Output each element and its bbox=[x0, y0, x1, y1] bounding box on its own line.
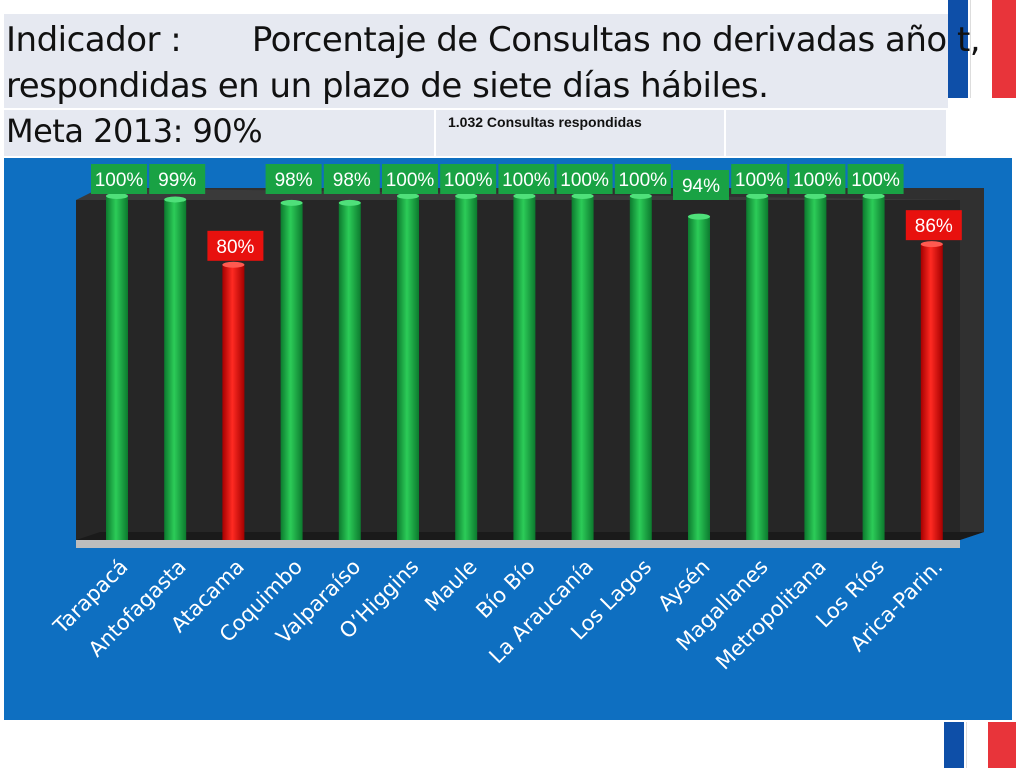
plot-floor-edge bbox=[76, 540, 960, 548]
data-label-6: 100% bbox=[386, 170, 435, 191]
data-label-11: 94% bbox=[682, 176, 720, 197]
title-separator bbox=[4, 108, 948, 110]
data-label-bg-15 bbox=[905, 210, 962, 241]
bar-cap-10 bbox=[629, 193, 652, 199]
data-label-bg-10 bbox=[614, 164, 671, 194]
bar-15 bbox=[920, 244, 943, 540]
bar-2 bbox=[164, 199, 187, 540]
bar-cap-2 bbox=[164, 196, 187, 203]
goal-text: Meta 2013: 90% bbox=[6, 112, 263, 150]
white-strip bbox=[970, 0, 991, 98]
data-label-bg-4 bbox=[265, 164, 322, 194]
bar-cap-9 bbox=[571, 193, 594, 199]
data-label-10: 100% bbox=[618, 170, 667, 191]
data-label-7: 100% bbox=[444, 170, 493, 191]
bar-cap-7 bbox=[455, 193, 478, 199]
data-label-bg-11 bbox=[673, 170, 729, 200]
bar-cap-11 bbox=[688, 213, 710, 220]
bar-4 bbox=[280, 202, 303, 540]
data-label-8: 100% bbox=[502, 170, 551, 191]
bar-cap-6 bbox=[397, 193, 419, 199]
data-label-bg-7 bbox=[440, 164, 497, 194]
data-label-15: 86% bbox=[915, 216, 953, 237]
bar-5 bbox=[338, 202, 361, 540]
empty-cell bbox=[726, 110, 946, 156]
bar-7 bbox=[455, 196, 478, 540]
data-label-13: 100% bbox=[793, 170, 842, 191]
data-label-2: 99% bbox=[158, 170, 196, 191]
data-label-bg-9 bbox=[556, 164, 613, 194]
bar-3 bbox=[222, 264, 245, 540]
bar-10 bbox=[629, 196, 652, 540]
data-label-bg-1 bbox=[91, 164, 147, 194]
indicator-label: Indicador : bbox=[6, 20, 182, 60]
bar-cap-12 bbox=[746, 193, 769, 199]
bar-cap-1 bbox=[106, 193, 128, 199]
data-label-4: 98% bbox=[275, 170, 313, 191]
bar-cap-13 bbox=[804, 193, 827, 199]
bar-cap-8 bbox=[513, 193, 536, 199]
data-label-bg-6 bbox=[382, 164, 438, 194]
subtitle-text: 1.032 Consultas respondidas bbox=[448, 114, 642, 130]
bar-cap-14 bbox=[862, 193, 885, 199]
bar-11 bbox=[688, 216, 710, 540]
red-strip bbox=[992, 0, 1016, 98]
bar-1 bbox=[106, 196, 128, 540]
data-label-9: 100% bbox=[560, 170, 609, 191]
bar-cap-4 bbox=[280, 199, 303, 206]
subtitle-cell bbox=[436, 110, 724, 156]
bar-13 bbox=[804, 196, 827, 540]
data-label-5: 98% bbox=[333, 170, 371, 191]
data-label-bg-2 bbox=[149, 164, 206, 194]
bar-12 bbox=[746, 196, 769, 540]
data-label-bg-8 bbox=[498, 164, 555, 194]
title-line-2: respondidas en un plazo de siete días há… bbox=[6, 66, 769, 106]
bar-cap-5 bbox=[338, 199, 361, 206]
data-label-3: 80% bbox=[216, 237, 254, 258]
data-label-14: 100% bbox=[851, 170, 900, 191]
bar-cap-3 bbox=[222, 261, 245, 268]
title-line-1: Indicador : Porcentaje de Consultas no d… bbox=[6, 20, 981, 60]
blue-strip-bottom bbox=[944, 722, 964, 768]
bar-9 bbox=[571, 196, 594, 540]
white-strip-bottom bbox=[966, 722, 987, 768]
meta-cell bbox=[4, 110, 434, 156]
bar-cap-15 bbox=[920, 241, 943, 248]
indicator-text: Porcentaje de Consultas no derivadas año… bbox=[251, 20, 981, 60]
data-label-bg-12 bbox=[731, 164, 788, 194]
data-label-bg-13 bbox=[789, 164, 846, 194]
blue-strip bbox=[948, 0, 968, 98]
data-label-bg-14 bbox=[847, 164, 904, 194]
category-label-9: La Araucanía bbox=[484, 555, 598, 669]
data-label-12: 100% bbox=[735, 170, 784, 191]
bar-6 bbox=[397, 196, 419, 540]
bar-8 bbox=[513, 196, 536, 540]
red-strip-bottom bbox=[988, 722, 1016, 768]
data-label-bg-5 bbox=[323, 164, 380, 194]
data-label-1: 100% bbox=[95, 170, 144, 191]
data-label-bg-3 bbox=[207, 230, 264, 261]
bar-14 bbox=[862, 196, 885, 540]
